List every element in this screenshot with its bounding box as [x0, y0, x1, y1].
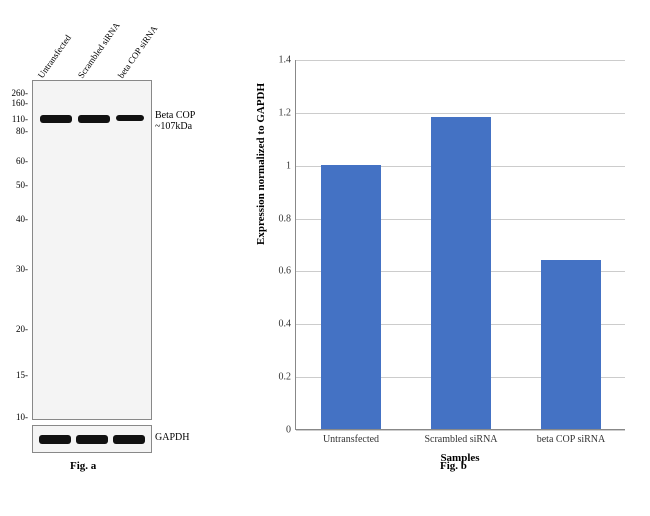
target-band-row — [33, 115, 151, 123]
y-axis-title: Expression normalized to GAPDH — [255, 83, 267, 245]
lane-label: Scrambled siRNA — [76, 20, 122, 80]
blot-band — [78, 115, 110, 123]
mw-marker-label: 260- — [0, 88, 28, 98]
gapdh-label: GAPDH — [155, 432, 189, 443]
ytick-label: 0.2 — [279, 372, 292, 383]
target-name: Beta COP — [155, 110, 195, 121]
blot-band — [40, 115, 72, 123]
grid-line — [296, 113, 625, 114]
ytick-label: 1.2 — [279, 107, 292, 118]
chart-bar — [321, 165, 382, 429]
blot-band — [39, 435, 71, 444]
mw-marker-label: 40- — [0, 214, 28, 224]
mw-marker-label: 30- — [0, 264, 28, 274]
xtick-label: beta COP siRNA — [537, 434, 606, 445]
plot-region: 00.20.40.60.811.21.4UntransfectedScrambl… — [295, 60, 625, 430]
mw-marker-label: 60- — [0, 156, 28, 166]
grid-line — [296, 430, 625, 431]
ytick-label: 0 — [286, 425, 291, 436]
xtick-label: Scrambled siRNA — [424, 434, 497, 445]
figure-container: UntransfectedScrambled siRNAbeta COP siR… — [0, 0, 650, 516]
bar-chart-panel: Expression normalized to GAPDH 00.20.40.… — [240, 0, 650, 516]
ytick-label: 0.6 — [279, 266, 292, 277]
western-blot-panel: UntransfectedScrambled siRNAbeta COP siR… — [0, 0, 240, 516]
mw-marker-label: 110- — [0, 114, 28, 124]
ytick-label: 0.4 — [279, 319, 292, 330]
blot-membrane-gapdh — [32, 425, 152, 453]
figure-b-caption: Fig. b — [440, 460, 467, 472]
blot-band — [116, 115, 144, 121]
gapdh-band-row — [33, 435, 151, 444]
mw-marker-label: 50- — [0, 180, 28, 190]
chart-bar — [541, 260, 602, 429]
ytick-label: 1.4 — [279, 55, 292, 66]
blot-band — [76, 435, 108, 444]
xtick-label: Untransfected — [323, 434, 379, 445]
chart-plot-area: 00.20.40.60.811.21.4UntransfectedScrambl… — [295, 60, 625, 430]
lane-label: Untransfected — [36, 33, 73, 80]
blot-membrane-main — [32, 80, 152, 420]
figure-a-caption: Fig. a — [70, 460, 96, 472]
mw-marker-label: 10- — [0, 412, 28, 422]
ytick-label: 0.8 — [279, 213, 292, 224]
mw-marker-label: 15- — [0, 370, 28, 380]
mw-marker-label: 160- — [0, 98, 28, 108]
grid-line — [296, 60, 625, 61]
chart-bar — [431, 117, 492, 429]
mw-marker-label: 20- — [0, 324, 28, 334]
mw-marker-label: 80- — [0, 126, 28, 136]
target-band-annotation: Beta COP ~107kDa — [155, 110, 195, 132]
blot-band — [113, 435, 145, 444]
target-mw: ~107kDa — [155, 121, 192, 132]
ytick-label: 1 — [286, 160, 291, 171]
lane-labels-group: UntransfectedScrambled siRNAbeta COP siR… — [32, 10, 152, 80]
lane-label: beta COP siRNA — [116, 24, 160, 80]
